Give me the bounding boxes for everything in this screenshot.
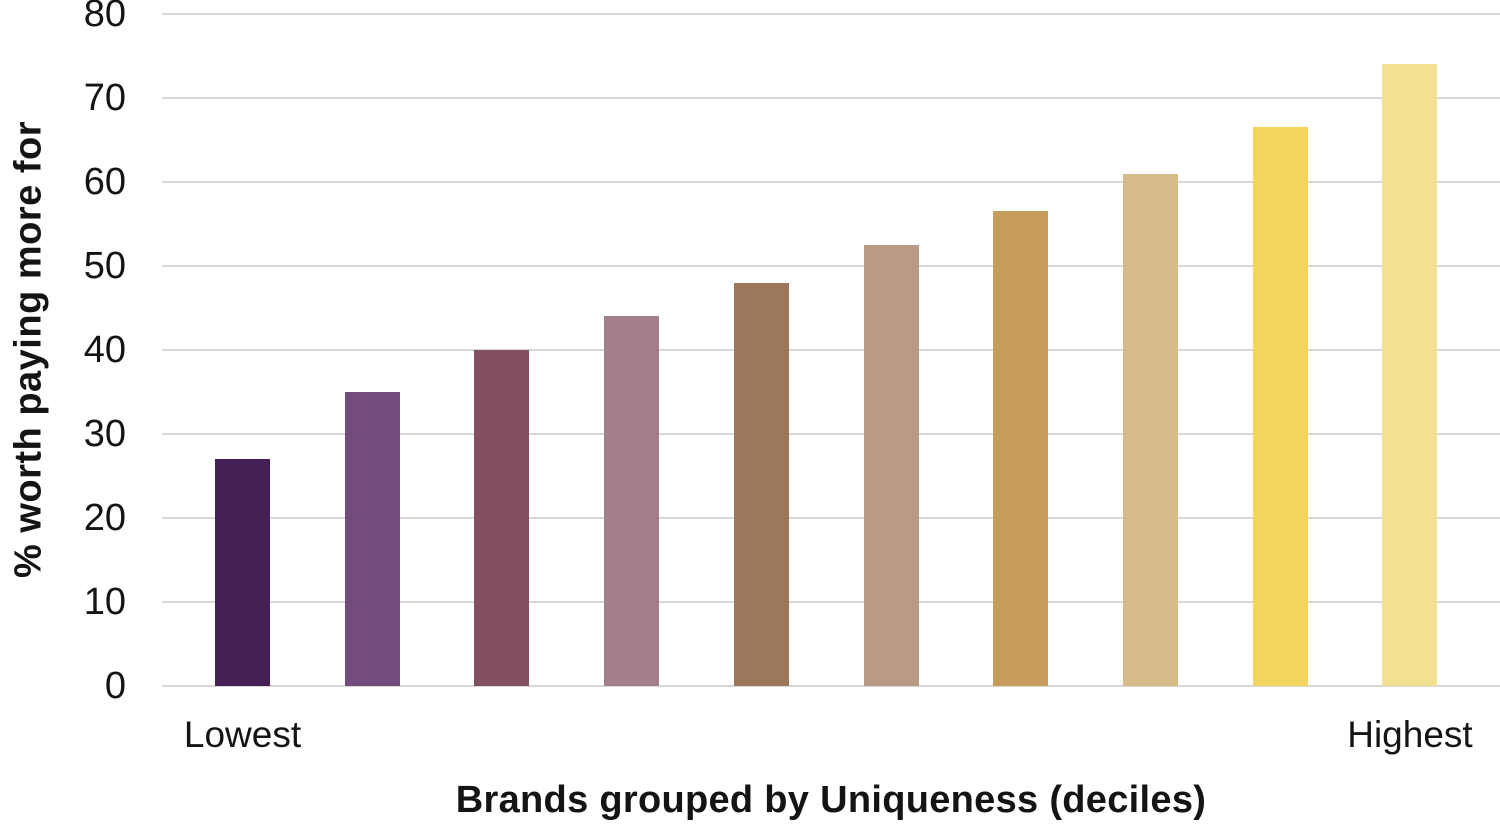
y-tick-label-80: 80 xyxy=(83,0,126,35)
y-tick-label-40: 40 xyxy=(83,329,126,371)
bar-decile-6 xyxy=(863,245,919,686)
y-tick-label-50: 50 xyxy=(83,245,126,287)
bar-decile-2 xyxy=(344,392,400,686)
x-category-label-lowest: Lowest xyxy=(183,714,302,755)
x-category-label-highest: Highest xyxy=(1347,714,1473,755)
gridline-20 xyxy=(162,517,1500,519)
gridline-40 xyxy=(162,349,1500,351)
y-tick-label-70: 70 xyxy=(83,77,126,119)
bar-decile-4 xyxy=(604,316,660,686)
y-tick-label-10: 10 xyxy=(83,581,126,623)
bar-decile-10 xyxy=(1382,64,1438,686)
y-tick-label-0: 0 xyxy=(104,665,126,707)
bar-decile-1 xyxy=(215,459,270,686)
bar-decile-5 xyxy=(733,282,789,686)
bar-decile-9 xyxy=(1252,127,1308,686)
x-axis-title: Brands grouped by Uniqueness (deciles) xyxy=(455,779,1207,821)
gridline-60 xyxy=(162,181,1500,183)
bar-decile-7 xyxy=(993,211,1049,686)
gridline-80 xyxy=(162,13,1500,15)
y-tick-label-20: 20 xyxy=(83,497,126,539)
bar-decile-3 xyxy=(474,350,530,686)
bar-decile-8 xyxy=(1123,173,1179,686)
y-tick-label-30: 30 xyxy=(83,413,126,455)
gridline-50 xyxy=(162,265,1500,267)
gridline-70 xyxy=(162,97,1500,99)
gridline-30 xyxy=(162,433,1500,435)
y-tick-label-60: 60 xyxy=(83,161,126,203)
gridline-10 xyxy=(162,601,1500,603)
plot-area xyxy=(162,13,1500,687)
gridline-0 xyxy=(162,685,1500,687)
